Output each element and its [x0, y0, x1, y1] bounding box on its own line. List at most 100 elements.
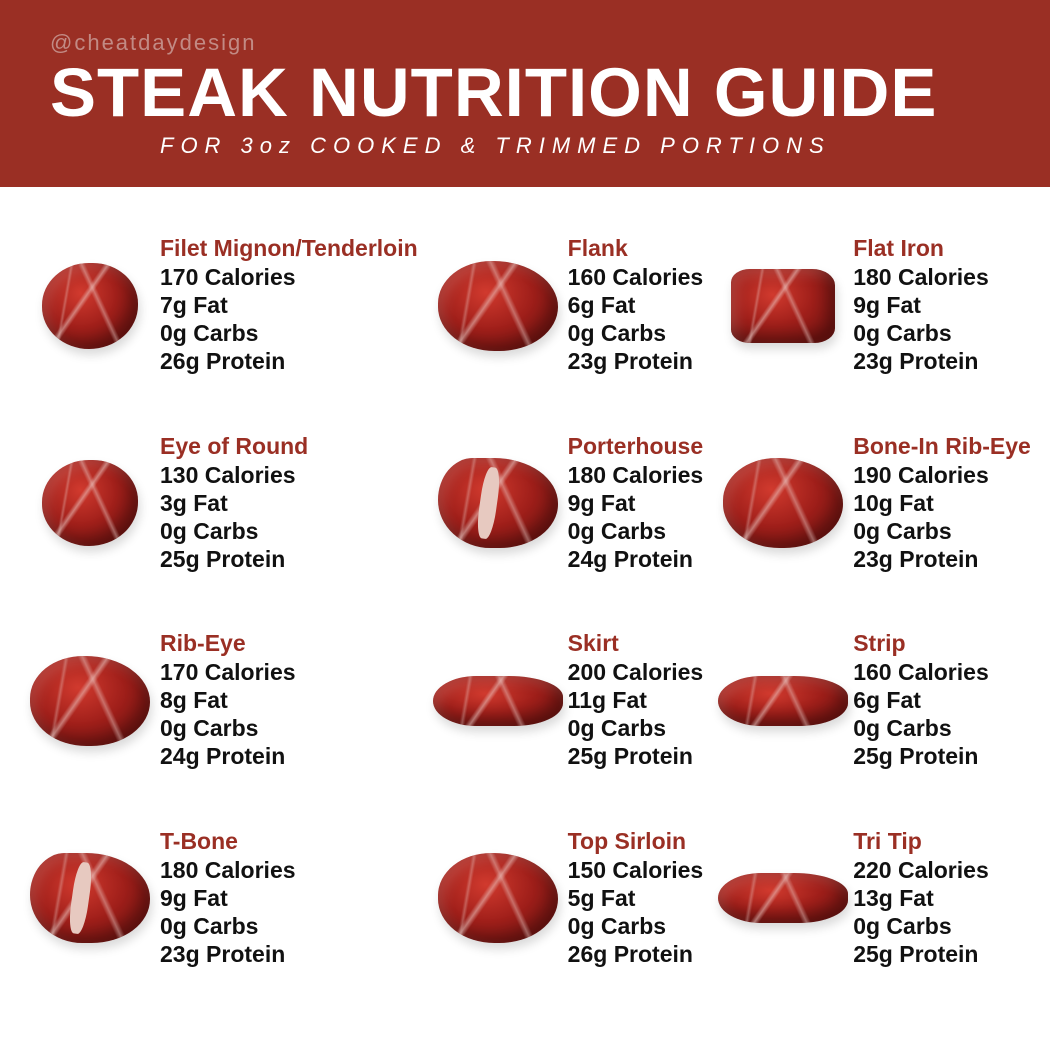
cut-name: Skirt: [568, 631, 704, 656]
carbs-value: 0g Carbs: [853, 319, 989, 347]
steak-cell: Rib-Eye170 Calories8g Fat0g Carbs24g Pro…: [20, 612, 418, 790]
carbs-value: 0g Carbs: [853, 714, 989, 742]
calories-value: 180 Calories: [853, 263, 989, 291]
protein-value: 23g Protein: [853, 347, 989, 375]
protein-value: 25g Protein: [568, 742, 704, 770]
cut-name: Filet Mignon/Tenderloin: [160, 236, 418, 261]
steak-cell: Top Sirloin150 Calories5g Fat0g Carbs26g…: [428, 810, 704, 988]
protein-value: 23g Protein: [568, 347, 704, 375]
steak-cell: Flat Iron180 Calories9g Fat0g Carbs23g P…: [713, 217, 1031, 395]
steak-grid: Filet Mignon/Tenderloin170 Calories7g Fa…: [0, 187, 1050, 1017]
steak-cell: Filet Mignon/Tenderloin170 Calories7g Fa…: [20, 217, 418, 395]
protein-value: 23g Protein: [853, 545, 1031, 573]
steak-icon: [428, 448, 568, 558]
carbs-value: 0g Carbs: [568, 912, 704, 940]
fat-value: 9g Fat: [568, 489, 704, 517]
steak-info: Filet Mignon/Tenderloin170 Calories7g Fa…: [160, 236, 418, 375]
cut-name: Porterhouse: [568, 434, 704, 459]
fat-value: 6g Fat: [853, 686, 989, 714]
fat-value: 5g Fat: [568, 884, 704, 912]
cut-name: Strip: [853, 631, 989, 656]
steak-info: Skirt200 Calories11g Fat0g Carbs25g Prot…: [568, 631, 704, 770]
steak-info: Strip160 Calories6g Fat0g Carbs25g Prote…: [853, 631, 989, 770]
steak-info: Top Sirloin150 Calories5g Fat0g Carbs26g…: [568, 829, 704, 968]
protein-value: 25g Protein: [160, 545, 308, 573]
calories-value: 220 Calories: [853, 856, 989, 884]
fat-value: 11g Fat: [568, 686, 704, 714]
steak-icon: [428, 251, 568, 361]
steak-info: Flat Iron180 Calories9g Fat0g Carbs23g P…: [853, 236, 989, 375]
protein-value: 24g Protein: [568, 545, 704, 573]
carbs-value: 0g Carbs: [160, 714, 296, 742]
carbs-value: 0g Carbs: [853, 912, 989, 940]
steak-info: T-Bone180 Calories9g Fat0g Carbs23g Prot…: [160, 829, 296, 968]
cut-name: Rib-Eye: [160, 631, 296, 656]
steak-icon: [428, 843, 568, 953]
steak-icon: [713, 646, 853, 756]
steak-icon: [20, 843, 160, 953]
protein-value: 26g Protein: [160, 347, 418, 375]
steak-cell: Bone-In Rib-Eye190 Calories10g Fat0g Car…: [713, 415, 1031, 593]
protein-value: 23g Protein: [160, 940, 296, 968]
steak-info: Bone-In Rib-Eye190 Calories10g Fat0g Car…: [853, 434, 1031, 573]
steak-icon: [20, 646, 160, 756]
header-banner: @cheatdaydesign STEAK NUTRITION GUIDE FO…: [0, 0, 1050, 187]
carbs-value: 0g Carbs: [568, 714, 704, 742]
fat-value: 3g Fat: [160, 489, 308, 517]
calories-value: 200 Calories: [568, 658, 704, 686]
cut-name: Top Sirloin: [568, 829, 704, 854]
calories-value: 160 Calories: [568, 263, 704, 291]
protein-value: 26g Protein: [568, 940, 704, 968]
steak-info: Porterhouse180 Calories9g Fat0g Carbs24g…: [568, 434, 704, 573]
steak-cell: Porterhouse180 Calories9g Fat0g Carbs24g…: [428, 415, 704, 593]
protein-value: 25g Protein: [853, 742, 989, 770]
fat-value: 6g Fat: [568, 291, 704, 319]
carbs-value: 0g Carbs: [160, 517, 308, 545]
cut-name: Flank: [568, 236, 704, 261]
carbs-value: 0g Carbs: [568, 517, 704, 545]
protein-value: 25g Protein: [853, 940, 989, 968]
steak-info: Eye of Round130 Calories3g Fat0g Carbs25…: [160, 434, 308, 573]
steak-icon: [428, 646, 568, 756]
steak-cell: Tri Tip220 Calories13g Fat0g Carbs25g Pr…: [713, 810, 1031, 988]
fat-value: 9g Fat: [160, 884, 296, 912]
calories-value: 170 Calories: [160, 263, 418, 291]
steak-icon: [20, 251, 160, 361]
calories-value: 150 Calories: [568, 856, 704, 884]
cut-name: T-Bone: [160, 829, 296, 854]
cut-name: Eye of Round: [160, 434, 308, 459]
steak-cell: Strip160 Calories6g Fat0g Carbs25g Prote…: [713, 612, 1031, 790]
steak-icon: [713, 251, 853, 361]
carbs-value: 0g Carbs: [160, 319, 418, 347]
steak-info: Flank160 Calories6g Fat0g Carbs23g Prote…: [568, 236, 704, 375]
protein-value: 24g Protein: [160, 742, 296, 770]
calories-value: 160 Calories: [853, 658, 989, 686]
carbs-value: 0g Carbs: [568, 319, 704, 347]
steak-icon: [713, 843, 853, 953]
fat-value: 10g Fat: [853, 489, 1031, 517]
calories-value: 180 Calories: [160, 856, 296, 884]
steak-cell: T-Bone180 Calories9g Fat0g Carbs23g Prot…: [20, 810, 418, 988]
steak-cell: Skirt200 Calories11g Fat0g Carbs25g Prot…: [428, 612, 704, 790]
fat-value: 13g Fat: [853, 884, 989, 912]
steak-icon: [713, 448, 853, 558]
cut-name: Tri Tip: [853, 829, 989, 854]
steak-info: Tri Tip220 Calories13g Fat0g Carbs25g Pr…: [853, 829, 989, 968]
fat-value: 9g Fat: [853, 291, 989, 319]
calories-value: 180 Calories: [568, 461, 704, 489]
carbs-value: 0g Carbs: [160, 912, 296, 940]
author-handle: @cheatdaydesign: [50, 30, 1000, 56]
steak-cell: Eye of Round130 Calories3g Fat0g Carbs25…: [20, 415, 418, 593]
fat-value: 7g Fat: [160, 291, 418, 319]
calories-value: 170 Calories: [160, 658, 296, 686]
page-subtitle: FOR 3oz COOKED & TRIMMED PORTIONS: [160, 133, 1000, 159]
calories-value: 190 Calories: [853, 461, 1031, 489]
steak-info: Rib-Eye170 Calories8g Fat0g Carbs24g Pro…: [160, 631, 296, 770]
calories-value: 130 Calories: [160, 461, 308, 489]
page-title: STEAK NUTRITION GUIDE: [50, 58, 1000, 127]
cut-name: Flat Iron: [853, 236, 989, 261]
steak-cell: Flank160 Calories6g Fat0g Carbs23g Prote…: [428, 217, 704, 395]
carbs-value: 0g Carbs: [853, 517, 1031, 545]
fat-value: 8g Fat: [160, 686, 296, 714]
steak-icon: [20, 448, 160, 558]
